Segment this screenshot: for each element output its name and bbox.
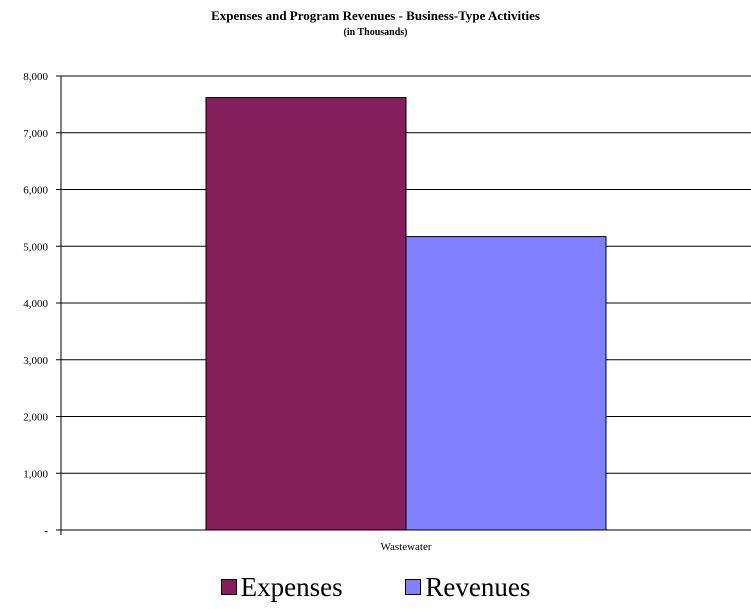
legend-swatch-revenues — [405, 579, 422, 595]
legend-swatch-expenses — [220, 579, 237, 595]
y-tick-label: 1,000 — [23, 468, 48, 480]
bar-expenses — [205, 97, 407, 531]
legend-item-expenses: Expenses — [220, 571, 343, 603]
legend-label-expenses: Expenses — [240, 571, 343, 602]
legend-item-revenues: Revenues — [405, 572, 530, 603]
y-tick-label: 8,000 — [23, 71, 48, 83]
y-tick-label: 5,000 — [23, 241, 48, 253]
y-tick-label: 7,000 — [23, 128, 48, 140]
legend-label-revenues: Revenues — [425, 571, 531, 602]
chart-subtitle: (in Thousands) — [343, 27, 408, 38]
chart-title: Expenses and Program Revenues - Business… — [211, 8, 540, 23]
y-tick-label: - — [44, 525, 48, 537]
y-tick-label: 2,000 — [23, 412, 48, 424]
y-tick-label: 3,000 — [23, 355, 48, 367]
x-tick-label: Wastewater — [380, 541, 431, 553]
y-tick-label: 6,000 — [23, 185, 48, 197]
legend: Expenses Revenues — [0, 571, 751, 603]
bar-revenues — [405, 236, 607, 531]
y-tick-label: 4,000 — [23, 298, 48, 310]
